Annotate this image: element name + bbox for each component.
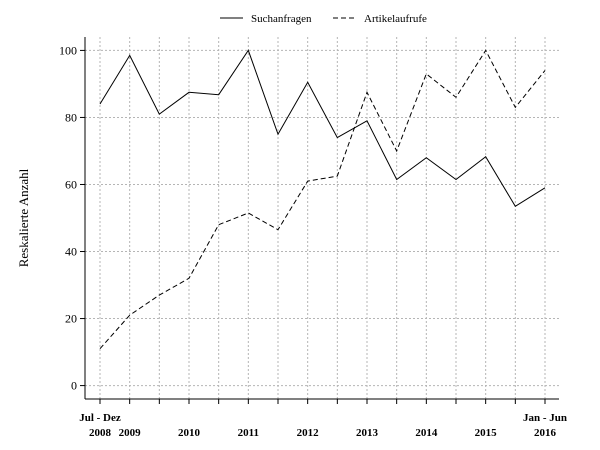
x-tick-label-year: 2010 [178, 427, 201, 439]
series-lines [99, 49, 546, 350]
series-line-artikelaufrufe [99, 49, 546, 350]
x-tick-label-year: 2008 [89, 427, 112, 439]
plot-area [85, 37, 559, 399]
x-tick-label-year: 2015 [475, 427, 498, 439]
x-tick-label-year: 2009 [119, 427, 142, 439]
x-tick-label-year: 2011 [238, 427, 259, 439]
plot-background [85, 37, 559, 399]
legend: Suchanfragen Artikelaufrufe [220, 13, 427, 25]
x-tick-label-year: 2016 [534, 427, 557, 439]
x-tick-label-year: 2014 [415, 427, 438, 439]
y-tick-label: 80 [65, 110, 77, 124]
legend-label-artikelaufrufe: Artikelaufrufe [364, 13, 427, 25]
x-tick-label-year: 2012 [297, 427, 320, 439]
y-tick-label: 100 [59, 43, 77, 57]
y-axis-title: Reskalierte Anzahl [16, 168, 31, 267]
x-tick-label-year: 2013 [356, 427, 379, 439]
x-tick-label-period: Jan - Jun [523, 412, 567, 424]
y-tick-label: 0 [71, 379, 77, 393]
gridlines [85, 37, 559, 399]
axes [80, 37, 559, 404]
series-line-suchanfragen [99, 49, 546, 207]
y-tick-label: 20 [65, 312, 77, 326]
tick-labels: 0 20 40 60 80 100 Jul - Dez Jan - Jun 2008 2009 20… [59, 43, 567, 439]
legend-label-suchanfragen: Suchanfragen [251, 13, 312, 25]
x-tick-label-period: Jul - Dez [79, 412, 121, 424]
y-tick-label: 40 [65, 245, 77, 259]
y-tick-label: 60 [65, 177, 77, 191]
